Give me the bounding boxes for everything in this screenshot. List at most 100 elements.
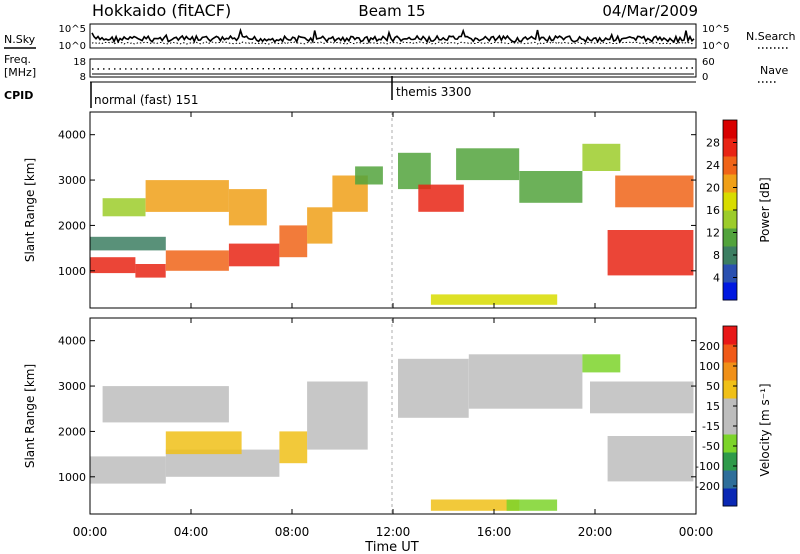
power-region-15 xyxy=(519,171,583,203)
nsky-line xyxy=(91,27,695,44)
beam-title: Beam 15 xyxy=(358,2,425,20)
nave-label: Nave xyxy=(760,64,788,77)
velocity-colorbar-seg-9 xyxy=(723,326,737,345)
velocity-colorbar-seg-6 xyxy=(723,380,737,399)
station-title: Hokkaido (fitACF) xyxy=(92,1,231,20)
xtick-label-1: 04:00 xyxy=(174,525,209,539)
power-colorbar-seg-6 xyxy=(723,174,737,193)
freq-tick-bottom: 8 xyxy=(80,72,86,83)
power-region-10 xyxy=(355,166,383,185)
velocity-region-10 xyxy=(607,436,694,482)
power-colorbar-tick-label-4: 20 xyxy=(706,182,720,195)
velocity-colorbar-seg-3 xyxy=(723,434,737,453)
velocity-region-8 xyxy=(582,354,621,373)
power-colorbar-tick-label-0: 4 xyxy=(713,272,720,285)
nsearch-label: N.Search xyxy=(746,30,796,43)
power-colorbar-seg-0 xyxy=(723,282,737,301)
power-colorbar: 4 8 12 16 20 24 28 xyxy=(706,119,738,301)
power-colorbar-seg-5 xyxy=(723,192,737,211)
power-region-8 xyxy=(307,207,333,244)
velocity-colorbar-seg-4 xyxy=(723,416,737,435)
velocity-colorbar-tick-label-4: -15 xyxy=(702,420,720,433)
power-colorbar-tick-label-2: 12 xyxy=(706,227,720,240)
velocity-colorbar-tick-label-5: -50 xyxy=(702,440,720,453)
velocity-region-9 xyxy=(590,381,694,414)
power-region-18 xyxy=(607,230,694,276)
velocity-region-5 xyxy=(307,381,368,450)
xtick-label-0: 00:00 xyxy=(73,525,108,539)
power-region-17 xyxy=(615,175,694,208)
freq-tick-top: 18 xyxy=(73,57,86,68)
xtick-label-4: 16:00 xyxy=(477,525,512,539)
power-colorbar-tick-label-1: 8 xyxy=(713,249,720,262)
power-ylabel: Slant Range [km] xyxy=(23,158,37,262)
power-ytick-label-3: 4000 xyxy=(58,129,86,142)
cpid-label: CPID xyxy=(4,89,33,102)
power-colorbar-tick-label-5: 24 xyxy=(706,159,720,172)
velocity-region-11 xyxy=(430,499,520,511)
power-colorbar-seg-2 xyxy=(723,246,737,265)
freq-panel-frame xyxy=(89,58,697,78)
velocity-colorbar-frame xyxy=(722,325,738,507)
freq-label-line2: [MHz] xyxy=(4,66,36,79)
x-axis-label: Time UT xyxy=(364,540,418,554)
velocity-colorbar: 200 100 50 15 -15 -50 -100 -200 xyxy=(695,325,738,507)
velocity-colorbar-tick-label-6: -100 xyxy=(695,460,720,473)
velocity-region-4 xyxy=(102,386,229,423)
power-ytick-label-1: 2000 xyxy=(58,219,86,232)
power-y-axis: 1000 2000 3000 4000 xyxy=(58,129,696,278)
velocity-ytick-label-1: 2000 xyxy=(58,425,86,438)
xtick-label-3: 12:00 xyxy=(376,525,411,539)
power-region-11 xyxy=(90,236,166,251)
time-x-axis: 00:00 04:00 08:00 12:00 16:00 20:00 00:00 xyxy=(73,112,714,539)
velocity-colorbar-tick-label-2: 50 xyxy=(706,380,720,393)
velocity-region-7 xyxy=(468,354,583,409)
power-colorbar-seg-8 xyxy=(723,138,737,157)
power-colorbar-tick-label-6: 28 xyxy=(706,137,720,150)
velocity-colorbar-seg-7 xyxy=(723,362,737,381)
nsearch-line xyxy=(91,41,695,45)
velocity-ytick-label-3: 4000 xyxy=(58,335,86,348)
velocity-colorbar-seg-1 xyxy=(723,470,737,489)
velocity-region-0 xyxy=(90,456,166,484)
velocity-colorbar-tick-label-0: 200 xyxy=(699,340,720,353)
velocity-region-3 xyxy=(165,431,242,455)
xtick-label-6: 00:00 xyxy=(679,525,714,539)
velocity-colorbar-tick-label-1: 100 xyxy=(699,360,720,373)
velocity-ytick-label-0: 1000 xyxy=(58,471,86,484)
nave-tick-top: 60 xyxy=(702,57,715,68)
power-region-16 xyxy=(582,143,621,171)
power-region-1 xyxy=(135,264,166,278)
nsky-panel-frame xyxy=(89,23,697,49)
velocity-colorbar-seg-5 xyxy=(723,398,737,417)
power-region-2 xyxy=(165,250,229,271)
power-heatmap-cells xyxy=(90,143,694,305)
power-region-13 xyxy=(418,184,464,212)
power-ytick-label-0: 1000 xyxy=(58,265,86,278)
date-title: 04/Mar/2009 xyxy=(602,2,698,20)
power-colorbar-seg-4 xyxy=(723,210,737,229)
xtick-label-2: 08:00 xyxy=(275,525,310,539)
power-region-12 xyxy=(398,152,431,190)
xtick-label-5: 20:00 xyxy=(578,525,613,539)
power-region-6 xyxy=(102,198,146,217)
velocity-ylabel: Slant Range [km] xyxy=(23,364,37,468)
cpid-segment-2-label: themis 3300 xyxy=(396,85,471,99)
velocity-colorbar-seg-8 xyxy=(723,344,737,363)
velocity-region-12 xyxy=(506,499,558,511)
power-colorbar-seg-7 xyxy=(723,156,737,175)
nsky-tick-bottom: 10^0 xyxy=(59,41,86,52)
velocity-colorbar-label: Velocity [m s⁻¹] xyxy=(758,383,772,476)
power-colorbar-label: Power [dB] xyxy=(758,177,772,242)
nsearch-tick-top: 10^5 xyxy=(702,24,729,35)
nsky-tick-top: 10^5 xyxy=(59,24,86,35)
power-region-14 xyxy=(456,148,520,181)
nsky-label: N.Sky xyxy=(4,33,36,46)
power-colorbar-seg-9 xyxy=(723,120,737,139)
power-region-3 xyxy=(228,243,280,267)
velocity-colorbar-tick-label-3: 15 xyxy=(706,400,720,413)
velocity-colorbar-tick-label-7: -200 xyxy=(695,480,720,493)
velocity-colorbar-seg-0 xyxy=(723,488,737,507)
velocity-heatmap-cells xyxy=(90,354,694,511)
